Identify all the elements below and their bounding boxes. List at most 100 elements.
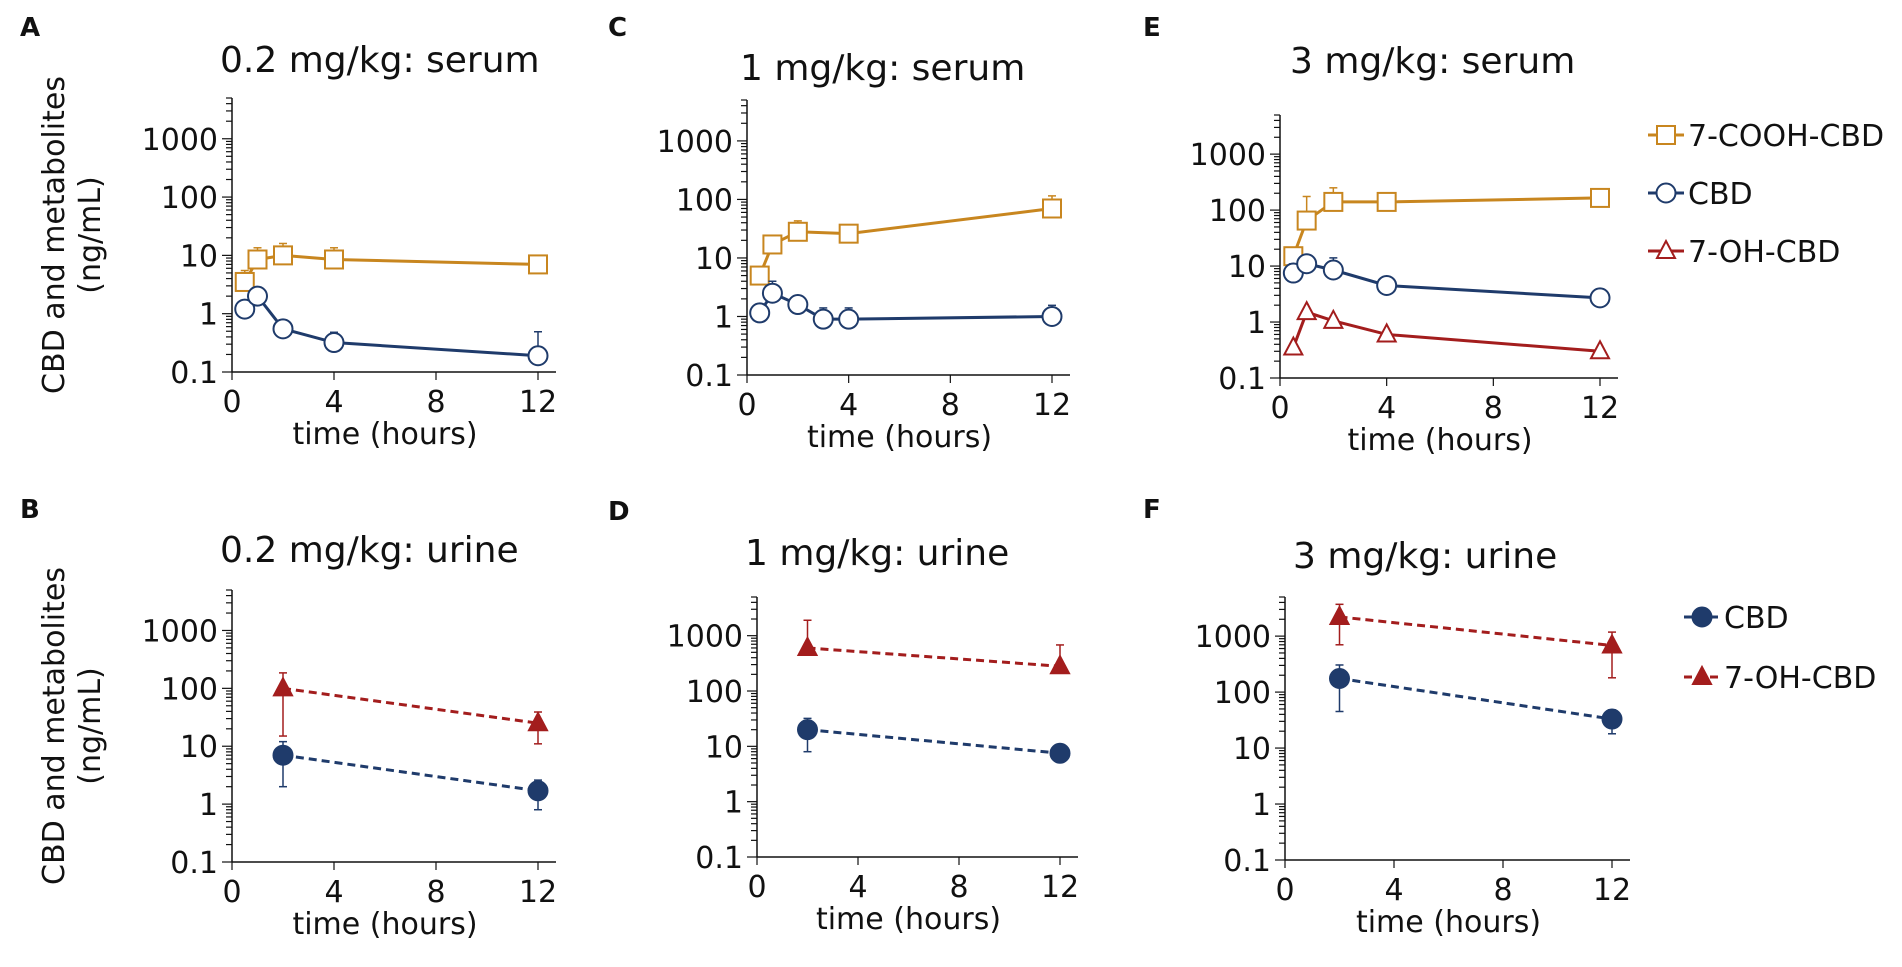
series-line (807, 728, 1061, 755)
data-point (273, 245, 293, 266)
panel-c: C 1 mg/kg: serum 0.1 1 10 100 1000 0 4 8 12 time (h… (608, 13, 1071, 455)
x-axis-label: time (hours) (816, 902, 1001, 937)
data-point (272, 318, 294, 340)
x-tick-label: 12 (1033, 388, 1071, 423)
series-cbd (1282, 253, 1611, 309)
y-axis-label-line: CBD and metabolites (37, 567, 72, 885)
legend-marker (1655, 182, 1677, 204)
series-cbd (749, 280, 1063, 330)
series-line (807, 646, 1061, 668)
data-point (247, 249, 268, 270)
y-tick-label: 1 (199, 298, 218, 333)
data-point (1322, 259, 1344, 281)
y-tick-label: 100 (676, 183, 733, 218)
data-point (1323, 191, 1344, 212)
panel-letter: F (1143, 495, 1161, 525)
x-tick-label: 4 (848, 870, 867, 905)
data-point (796, 635, 819, 656)
series-7-oh-cbd (1282, 300, 1611, 360)
data-point (527, 345, 549, 367)
x-tick-label: 8 (949, 870, 968, 905)
data-point (323, 332, 345, 354)
y-tick-label: 1 (1252, 788, 1271, 823)
data-point (1042, 198, 1062, 219)
series-line (1339, 677, 1613, 721)
y-axis-label-line: (ng/mL) (73, 176, 108, 294)
data-point (272, 676, 294, 697)
series-line (1291, 310, 1601, 353)
data-point (527, 711, 549, 732)
legend-item: 7-COOH-CBD (1648, 119, 1884, 154)
data-point (1601, 708, 1623, 730)
y-tick-label: 100 (161, 181, 218, 216)
data-point (838, 223, 859, 244)
panel-letter: B (20, 495, 40, 525)
data-point (1282, 335, 1304, 356)
y-tick-label: 10 (695, 242, 733, 277)
data-point (528, 254, 548, 275)
data-point (234, 298, 256, 320)
data-point (812, 308, 834, 330)
series-line (758, 207, 1053, 277)
series-line (1339, 615, 1613, 647)
y-tick-label: 1 (714, 300, 733, 335)
legend-label: 7-OH-CBD (1688, 235, 1840, 270)
legend-item: 7-OH-CBD (1684, 661, 1876, 696)
y-tick-label: 10 (180, 730, 218, 765)
data-point (787, 221, 808, 242)
panel-e: E 3 mg/kg: serum 0.1 1 10 100 1000 0 4 8 12 time (h… (1143, 13, 1619, 458)
panel-letter: D (608, 497, 630, 527)
x-tick-label: 0 (737, 388, 756, 423)
x-axis-label: time (hours) (292, 907, 477, 942)
y-tick-label: 0.1 (695, 841, 743, 876)
y-tick-label: 1 (199, 788, 218, 823)
data-point (797, 719, 818, 741)
data-point (1049, 742, 1071, 764)
legend-item: CBD (1648, 177, 1753, 212)
legend-serum: 7-COOH-CBD CBD 7-OH-CBD (1648, 119, 1884, 270)
x-tick-label: 8 (426, 875, 445, 910)
x-tick-label: 0 (747, 870, 766, 905)
series-cbd (272, 740, 549, 811)
y-tick-label: 1 (724, 786, 743, 821)
legend-marker (1691, 606, 1713, 628)
series-7-cooh-cbd (234, 242, 548, 292)
x-axis-label: time (hours) (292, 417, 477, 452)
series-cbd (1329, 664, 1623, 735)
y-axis-label-line: CBD and metabolites (37, 76, 72, 394)
series-cbd (234, 285, 549, 367)
x-tick-label: 12 (1041, 870, 1079, 905)
series-7-oh-cbd (1328, 603, 1623, 679)
legend-item: CBD (1684, 601, 1789, 636)
y-tick-label: 0.1 (685, 359, 733, 394)
data-point (749, 265, 770, 286)
legend-marker (1655, 238, 1677, 259)
y-tick-label: 0.1 (1218, 362, 1266, 397)
data-point (1329, 667, 1350, 689)
data-point (272, 744, 294, 766)
y-tick-label: 1000 (1190, 138, 1266, 173)
chart-title: 0.2 mg/kg: urine (220, 530, 519, 571)
legend-label: 7-COOH-CBD (1688, 119, 1884, 154)
data-point (762, 234, 783, 255)
x-tick-label: 12 (1581, 391, 1619, 426)
data-point (234, 271, 255, 292)
x-tick-label: 12 (1593, 873, 1631, 908)
panel-letter: A (20, 13, 40, 43)
y-tick-label: 100 (686, 675, 743, 710)
data-point (1041, 305, 1063, 327)
chart-title: 3 mg/kg: serum (1290, 41, 1575, 82)
panel-letter: E (1143, 13, 1161, 43)
series-line (282, 686, 539, 725)
data-point (838, 308, 860, 330)
panel-b: B 0.2 mg/kg: urine 0.1 1 10 100 1000 0 4 8 12 time … (20, 495, 557, 942)
x-tick-label: 4 (839, 388, 858, 423)
chart-title: 1 mg/kg: urine (745, 533, 1009, 574)
y-tick-label: 10 (1228, 250, 1266, 285)
legend-item: 7-OH-CBD (1648, 235, 1840, 270)
y-axis-label: CBD and metabolites(ng/mL) (37, 76, 108, 394)
series-7-oh-cbd (272, 672, 549, 745)
data-point (1590, 187, 1610, 208)
y-tick-label: 0.1 (170, 846, 218, 881)
